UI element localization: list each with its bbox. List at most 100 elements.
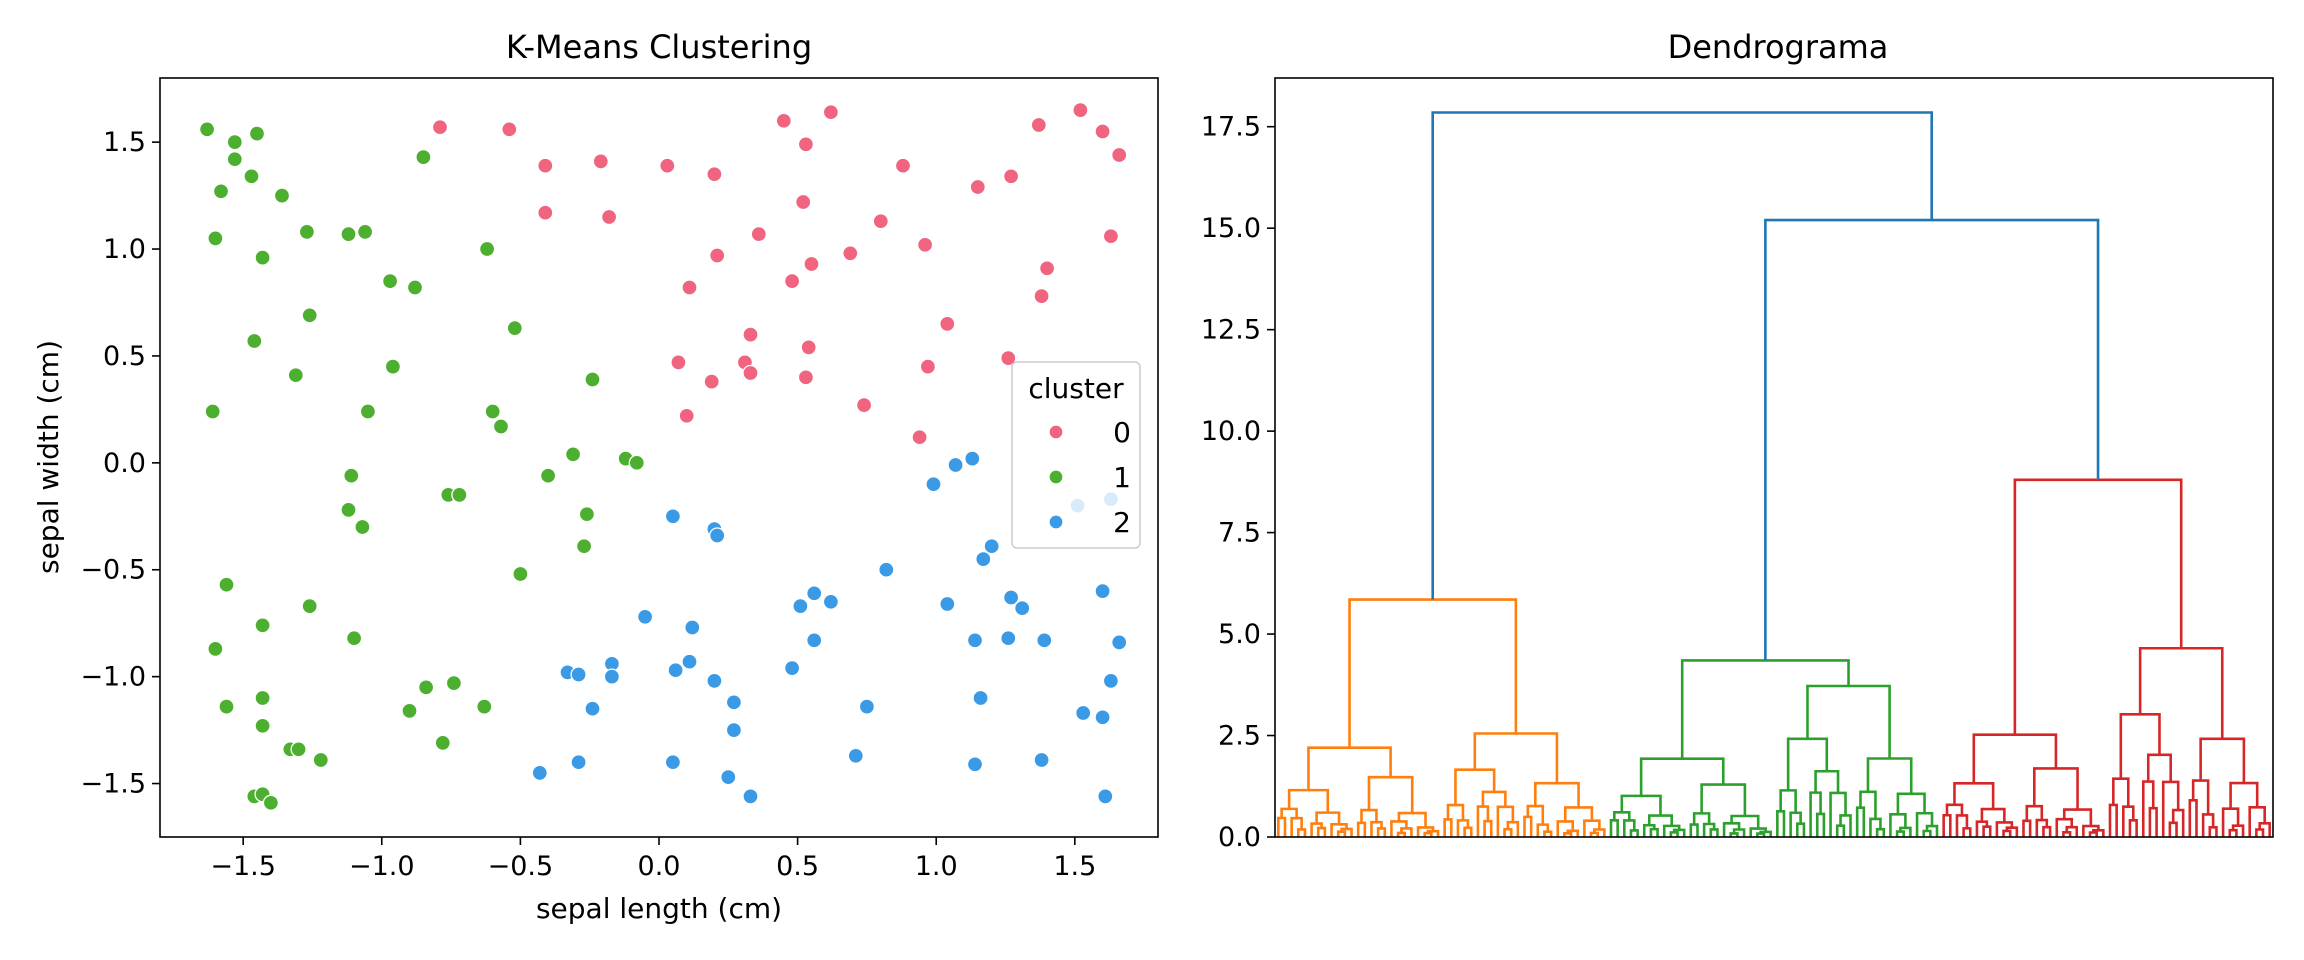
scatter-point — [939, 315, 956, 333]
dendrogram-link — [1623, 819, 1636, 837]
x-tick-label: 0.5 — [776, 851, 819, 882]
dendrogram-link — [2122, 805, 2135, 837]
dendrogram-link — [2062, 808, 2093, 827]
scatter-point — [226, 133, 243, 151]
scatter-point — [312, 751, 329, 769]
scatter-point — [359, 403, 377, 420]
scatter-point — [212, 183, 230, 200]
dendrogram-link — [2148, 806, 2158, 837]
dendrogram-link — [2138, 646, 2224, 739]
dendrogram-link — [1814, 769, 1840, 793]
dendrogram-link — [2022, 819, 2032, 837]
scatter-point — [537, 204, 554, 221]
scatter-point — [273, 187, 291, 204]
scatter-point — [742, 364, 759, 382]
scatter-point — [925, 476, 942, 493]
scatter-point — [570, 666, 587, 683]
dendrogram-y-tick-label: 17.5 — [1201, 112, 1261, 143]
dendrogram-link — [1609, 819, 1619, 837]
scatter-x-axis-label: sepal length (cm) — [536, 892, 782, 925]
scatter-point — [1072, 101, 1089, 119]
dendrogram-link — [2199, 737, 2246, 784]
dendrogram-link — [2255, 828, 2265, 837]
dendrogram-link — [1764, 218, 2100, 661]
dendrogram-link — [1290, 816, 1303, 837]
legend-marker-1 — [1048, 469, 1064, 485]
dendrogram-link — [1523, 815, 1533, 837]
scatter-point — [564, 446, 582, 463]
scatter-point — [262, 794, 280, 811]
x-tick-label: −0.5 — [488, 851, 554, 882]
dendrogram-link — [2002, 829, 2012, 837]
scatter-point — [775, 112, 792, 129]
dendrogram-link — [1700, 783, 1747, 817]
scatter-point — [501, 121, 518, 138]
dendrogram-link — [1463, 826, 1473, 837]
scatter-point — [301, 307, 318, 324]
scatter-point — [1002, 168, 1020, 185]
dendrogram-link — [1779, 789, 1797, 813]
dendrogram-link — [1895, 830, 1906, 837]
dendrogram-link — [1962, 827, 1972, 837]
scatter-point — [725, 721, 743, 739]
dendrogram-y-tick-label: 5.0 — [1218, 619, 1261, 650]
dendrogram-link — [2035, 818, 2049, 837]
scatter-point — [218, 698, 235, 715]
dendrogram-link — [1639, 757, 1725, 796]
legend-label-1: 1 — [1113, 461, 1131, 494]
dendrogram-link — [1972, 733, 2058, 784]
scatter-point — [894, 157, 912, 174]
scatter-point — [709, 247, 726, 264]
y-tick-label: 0.5 — [103, 341, 146, 372]
scatter-point — [431, 119, 449, 136]
legend-label-0: 0 — [1113, 416, 1131, 449]
dendrogram-link — [2013, 478, 2183, 735]
scatter-point — [966, 756, 984, 773]
dendrogram-link — [1629, 829, 1639, 837]
scatter-point — [584, 371, 601, 388]
scatter-point — [537, 157, 554, 174]
dendrogram-link — [1277, 816, 1287, 837]
dendrogram-link — [2025, 804, 2044, 821]
dendrogram-link — [1875, 827, 1886, 837]
scatter-point — [792, 597, 809, 615]
scatter-point — [806, 632, 823, 649]
scatter-y-axis-label: sepal width (cm) — [32, 340, 65, 574]
legend-title: cluster — [1028, 372, 1124, 405]
scatter-point — [822, 593, 840, 610]
scatter-point — [1094, 582, 1111, 600]
dendrogram-link — [1689, 823, 1699, 837]
dendrogram-link — [1376, 827, 1387, 837]
dendrogram-link — [1945, 803, 1964, 816]
dendrogram-link — [1348, 598, 1518, 748]
scatter-point — [783, 659, 801, 677]
dendrogram-link — [2042, 825, 2052, 837]
y-tick-label: 1.0 — [103, 234, 146, 265]
scatter-point — [301, 597, 318, 615]
dendrogram-link — [1642, 823, 1656, 837]
dendrogram-link — [1855, 806, 1866, 837]
scatter-point — [1030, 116, 1047, 134]
dendrogram-link — [1356, 821, 1367, 837]
scatter-point — [575, 538, 593, 555]
scatter-point — [916, 236, 934, 253]
x-tick-label: 0.0 — [638, 851, 681, 882]
dendrogram-y-tick-label: 0.0 — [1218, 822, 1261, 853]
dendrogram-y-tick-label: 10.0 — [1201, 416, 1261, 447]
scatter-point — [725, 694, 743, 711]
legend-marker-2 — [1048, 514, 1064, 530]
scatter-point — [218, 576, 235, 593]
scatter-point — [384, 358, 402, 375]
scatter-point — [207, 640, 224, 658]
scatter-point — [298, 223, 316, 241]
scatter-point — [742, 326, 759, 343]
dendrogram-link — [1307, 746, 1392, 791]
scatter-point — [720, 768, 737, 786]
scatter-title: K-Means Clustering — [506, 28, 812, 66]
scatter-point — [246, 332, 263, 350]
x-tick-label: 1.5 — [1053, 851, 1096, 882]
dendrogram-link — [1503, 827, 1513, 837]
scatter-point — [684, 619, 701, 636]
scatter-point — [1033, 751, 1050, 769]
scatter-point — [858, 698, 876, 715]
